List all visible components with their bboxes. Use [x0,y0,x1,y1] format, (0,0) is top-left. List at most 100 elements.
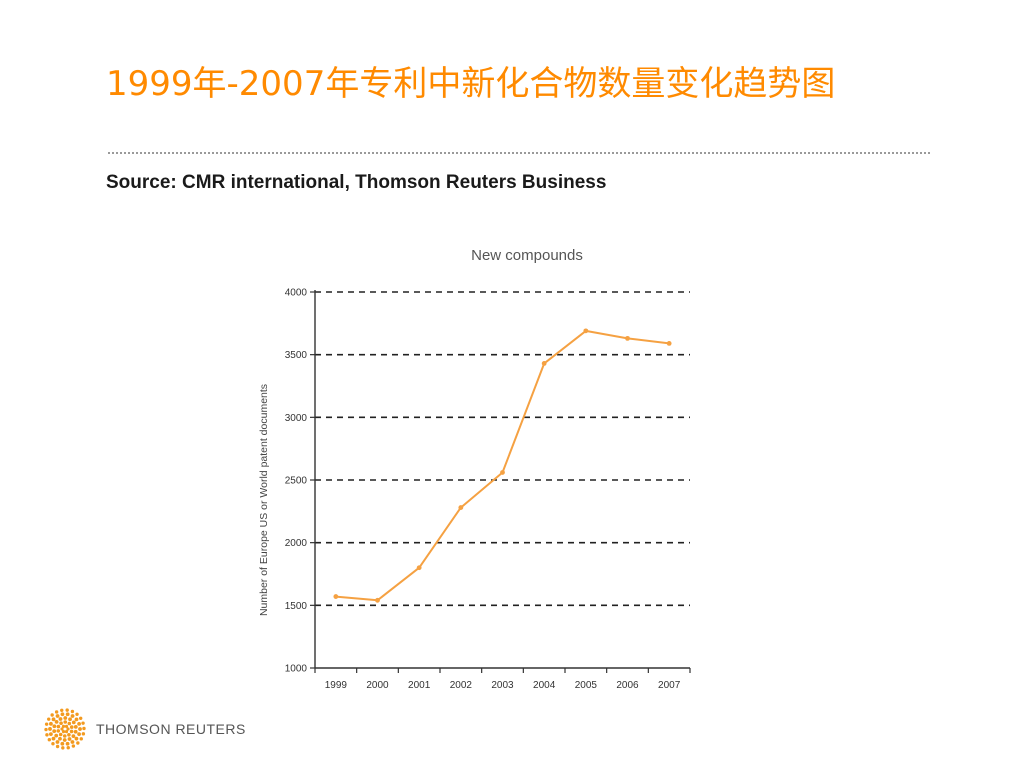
y-tick-label: 1500 [285,601,308,612]
logo-dot [67,733,71,737]
x-tick-label: 2007 [658,680,681,691]
logo-dot [77,722,82,726]
data-point [333,594,339,599]
x-tick-labels: 1999 2000 2001 2002 2003 2004 2005 2006 2007 [325,680,681,691]
logo-dot [66,746,70,750]
logo-dot [60,727,64,731]
logo-dot [70,714,75,718]
slide-title: 1999年-2007年专利中新化合物数量变化趋势图 [106,64,836,104]
logo-dot [44,722,49,726]
y-axis-label: Number of Europe US or World patent docu… [258,384,270,616]
logo-dot [67,721,72,726]
y-tick-label: 1000 [285,664,308,675]
logo-dot [71,720,76,725]
logo-dot [55,744,60,749]
series-group [333,328,672,603]
logo-dot [74,717,79,722]
grid-lines [315,291,690,607]
logo-dot [69,725,74,729]
logo-dot [70,740,75,744]
logo-dot [60,712,65,717]
logo-dot [79,737,83,741]
logo-dot [65,741,70,746]
logo-dot [50,713,54,717]
logo-dot [59,721,63,725]
x-tick-label: 2005 [575,680,598,691]
logo-dot [71,744,76,748]
logo-dot [61,746,65,750]
x-tick-label: 2001 [408,680,431,691]
logo-dot [55,740,60,744]
logo-dot [73,724,78,729]
logo-dot [76,741,80,745]
logo-dot [56,729,61,733]
x-tick-label: 2003 [491,680,514,691]
logo-dot [54,720,59,724]
logo-dot [81,732,86,736]
data-point [541,361,547,366]
y-tick-label: 3500 [285,350,308,361]
chart-title: New compounds [471,247,583,264]
logo-dot [66,727,70,731]
series-line [335,329,670,602]
logo-dot [65,708,69,712]
logo-dot [78,727,82,731]
logo-dot [58,732,63,737]
logo-dot [75,712,79,716]
logo-dot [71,734,76,738]
x-tick-label: 1999 [325,680,348,691]
axes [310,290,691,673]
logo-dot [65,712,70,717]
data-point [500,470,505,475]
brand-name: THOMSON REUTERS [96,721,246,737]
thomson-reuters-dot-sphere-icon [44,708,86,750]
logo-dot [48,727,52,731]
logo-dot [77,732,81,737]
logo-dot [78,716,83,720]
y-tick-label: 2000 [285,538,308,549]
logo-dot [64,724,69,728]
logo-dot [49,721,53,726]
logo-dot [82,726,86,731]
y-tick-label: 4000 [285,288,308,299]
x-tick-label: 2002 [450,680,473,691]
logo-dot [81,721,85,725]
logo-dot [54,733,59,738]
logo-dot [62,738,67,742]
logo-dot [69,729,74,734]
logo-dot [63,720,68,724]
logo-dot [73,729,78,734]
brand-footer: THOMSON REUTERS [42,706,246,752]
x-tick-label: 2000 [366,680,389,691]
x-tick-label: 2004 [533,680,556,691]
logo-dot [52,724,57,729]
logo-dot [60,741,65,746]
logo-dot [70,709,75,714]
logo-dot [67,737,72,741]
logo-dot [62,734,67,738]
logo-dot [58,736,62,741]
data-point [375,597,380,603]
logo-dot [60,708,64,712]
logo-dot [51,736,56,741]
logo-dot [52,729,57,734]
data-point [458,505,464,510]
logo-dot [47,717,51,721]
x-tick-label: 2006 [616,680,639,691]
data-point [583,328,589,334]
data-point [625,335,630,341]
logo-dot [51,742,55,746]
source-caption: Source: CMR international, Thomson Reute… [106,172,607,193]
logo-dot [74,736,79,741]
y-tick-label: 3000 [285,413,308,424]
logo-dot [55,714,60,718]
data-point [416,565,422,571]
logo-dot [51,717,56,722]
title-divider [108,152,930,154]
logo-dot [61,724,66,728]
logo-dot [44,727,48,732]
logo-dot [63,716,68,720]
line-chart: New compounds Number of Europe US or Wor… [258,247,691,691]
data-point [666,340,672,346]
logo-dot [58,717,63,721]
